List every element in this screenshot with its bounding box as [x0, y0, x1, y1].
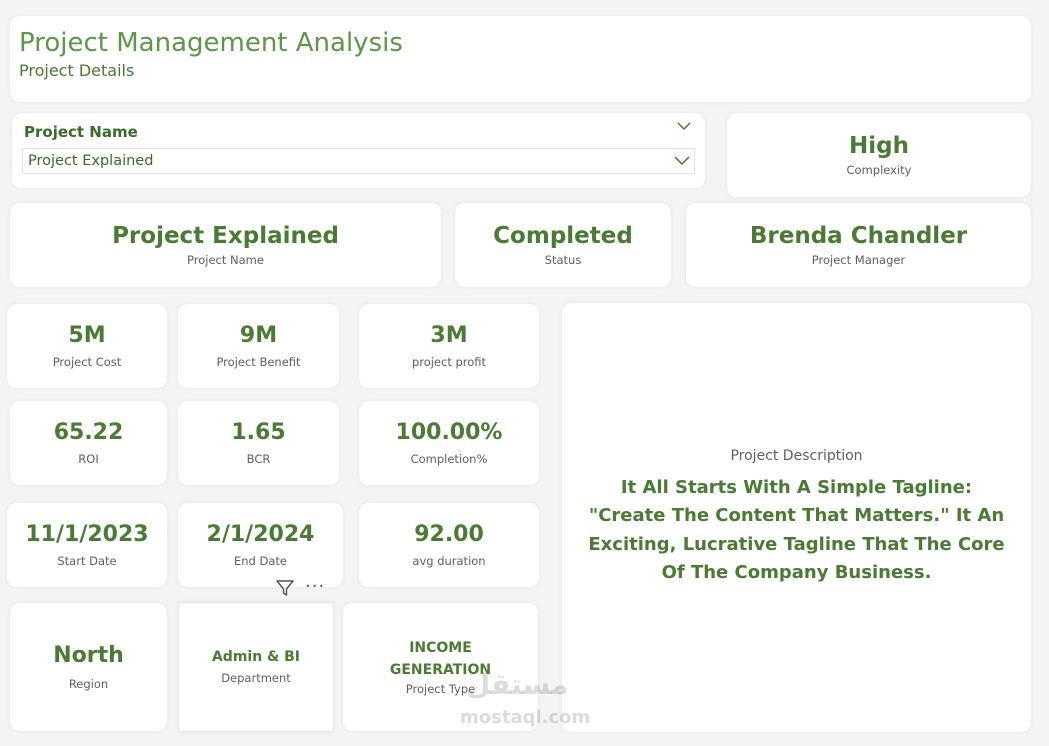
start-date-card: 11/1/2023 Start Date: [7, 503, 167, 587]
bcr-value: 1.65: [231, 420, 286, 446]
project-description-label: Project Description: [730, 447, 863, 464]
roi-value: 65.22: [53, 420, 124, 446]
avg-duration-label: avg duration: [412, 553, 486, 568]
project-type-card: INCOME GENERATION Project Type: [343, 603, 538, 731]
project-description-text: It All Starts With A Simple Tagline: "Cr…: [588, 476, 1005, 583]
project-profit-value: 3M: [430, 323, 468, 349]
project-benefit-label: Project Benefit: [216, 354, 301, 369]
roi-label: ROI: [78, 451, 99, 466]
complexity-card: High Complexity: [727, 113, 1031, 197]
region-card: North Region: [10, 603, 167, 731]
region-value: North: [53, 643, 124, 669]
bcr-label: BCR: [246, 451, 271, 466]
project-name-label: Project Name: [187, 253, 264, 268]
project-description-card: Project Description It All Starts With A…: [562, 303, 1031, 732]
report-header: Project Management Analysis Project Deta…: [10, 16, 1031, 102]
region-label: Region: [68, 676, 109, 691]
roi-card: 65.22 ROI: [10, 401, 167, 485]
report-title: Project Management Analysis: [19, 28, 403, 58]
report-subtitle: Project Details: [19, 61, 135, 81]
chevron-down-icon[interactable]: [677, 121, 691, 131]
project-type-label: Project Type: [405, 681, 476, 696]
completion-card: 100.00% Completion%: [359, 401, 539, 485]
slicer-title: Project Name: [24, 123, 138, 141]
watermark-logo: مستقل: [466, 668, 569, 701]
project-profit-card: 3M project profit: [359, 304, 539, 388]
project-manager-card: Brenda Chandler Project Manager: [686, 203, 1031, 287]
project-cost-card: 5M Project Cost: [7, 304, 167, 388]
project-benefit-card: 9M Project Benefit: [178, 304, 339, 388]
status-card: Completed Status: [455, 203, 671, 287]
project-name-slicer: Project Name Project Explained: [12, 113, 705, 188]
watermark-text: mostaql.com: [460, 707, 591, 728]
department-label: Department: [221, 670, 291, 685]
project-profit-label: project profit: [411, 354, 487, 369]
complexity-value: High: [849, 132, 909, 159]
project-manager-value: Brenda Chandler: [749, 222, 968, 249]
avg-duration-card: 92.00 avg duration: [359, 503, 539, 587]
project-cost-value: 5M: [68, 323, 106, 349]
department-card: Admin & BI Department: [178, 602, 334, 732]
end-date-label: End Date: [234, 553, 287, 568]
more-options-icon[interactable]: ···: [305, 576, 326, 597]
avg-duration-value: 92.00: [414, 522, 484, 548]
end-date-card: 2/1/2024 End Date: [178, 503, 343, 587]
complexity-label: Complexity: [846, 163, 912, 178]
start-date-value: 11/1/2023: [25, 522, 149, 548]
project-cost-label: Project Cost: [52, 354, 122, 369]
project-name-card: Project Explained Project Name: [10, 203, 441, 287]
end-date-value: 2/1/2024: [206, 522, 315, 548]
slicer-dropdown[interactable]: Project Explained: [22, 148, 695, 174]
slicer-selected-value: Project Explained: [28, 153, 154, 169]
project-name-value: Project Explained: [112, 222, 339, 249]
completion-value: 100.00%: [395, 420, 503, 446]
status-label: Status: [544, 253, 582, 268]
department-value: Admin & BI: [211, 649, 301, 666]
chevron-down-icon[interactable]: [674, 156, 690, 166]
status-value: Completed: [493, 222, 633, 249]
completion-label: Completion%: [410, 451, 488, 466]
filter-icon[interactable]: [275, 578, 295, 598]
project-type-value: INCOME GENERATION: [389, 640, 492, 678]
start-date-label: Start Date: [57, 553, 117, 568]
bcr-card: 1.65 BCR: [178, 401, 339, 485]
project-benefit-value: 9M: [239, 323, 278, 349]
project-manager-label: Project Manager: [811, 253, 906, 268]
